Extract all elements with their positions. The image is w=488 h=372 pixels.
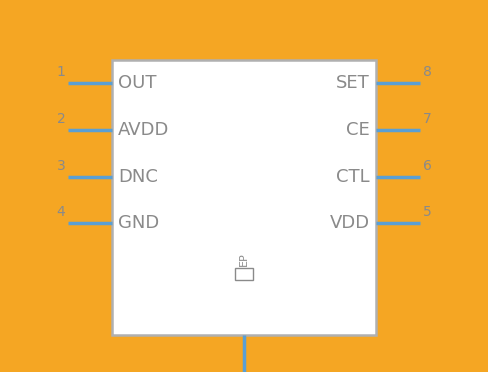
Text: 5: 5 [423, 205, 431, 219]
Bar [112, 60, 376, 335]
Text: OUT: OUT [118, 74, 157, 92]
Text: 4: 4 [57, 205, 65, 219]
Text: AVDD: AVDD [118, 121, 170, 139]
Text: DNC: DNC [118, 167, 158, 186]
Bar [235, 268, 253, 280]
Text: 3: 3 [57, 158, 65, 173]
Text: GND: GND [118, 214, 160, 232]
Text: CTL: CTL [336, 167, 370, 186]
Text: 6: 6 [423, 158, 431, 173]
Text: CE: CE [346, 121, 370, 139]
Text: EP: EP [239, 253, 249, 266]
Text: 1: 1 [57, 65, 65, 79]
Text: VDD: VDD [329, 214, 370, 232]
Text: 8: 8 [423, 65, 431, 79]
Text: 2: 2 [57, 112, 65, 126]
Text: 7: 7 [423, 112, 431, 126]
Text: SET: SET [336, 74, 370, 92]
